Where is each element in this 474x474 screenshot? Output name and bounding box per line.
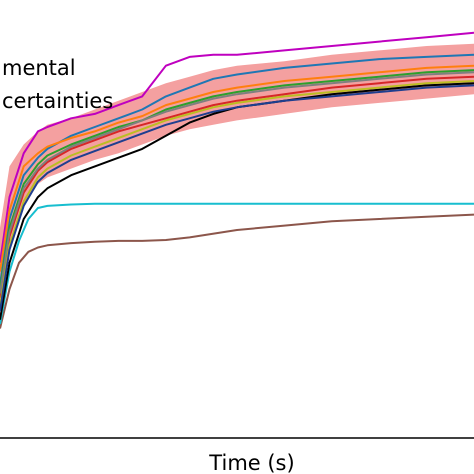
series-line-8 xyxy=(0,82,474,320)
legend-entry-1: mental xyxy=(2,56,76,80)
legend-entry-2: certainties xyxy=(2,89,113,113)
series-line-1 xyxy=(0,31,474,263)
x-axis-label: Time (s) xyxy=(208,451,294,474)
series-line-6 xyxy=(0,213,474,329)
uncertainty-band xyxy=(0,43,474,307)
series-line-5 xyxy=(0,75,474,298)
series-line-2 xyxy=(0,53,474,285)
series-line-10 xyxy=(0,80,474,307)
plot-area xyxy=(0,31,474,329)
series-line-7 xyxy=(0,202,474,325)
series-line-4 xyxy=(0,69,474,290)
series-line-9 xyxy=(0,71,474,294)
series-line-11 xyxy=(0,84,474,312)
series-line-3 xyxy=(0,64,474,272)
